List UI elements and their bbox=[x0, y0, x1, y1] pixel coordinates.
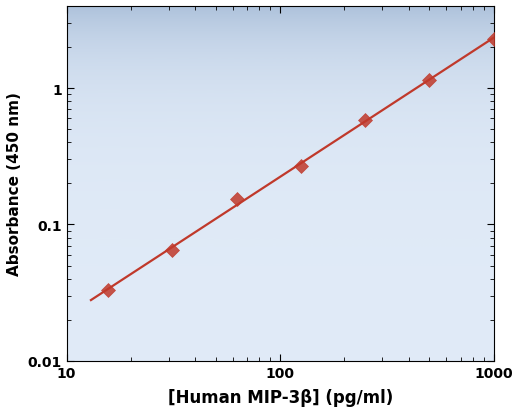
Y-axis label: Absorbance (450 nm): Absorbance (450 nm) bbox=[7, 92, 22, 275]
X-axis label: [Human MIP-3β] (pg/ml): [Human MIP-3β] (pg/ml) bbox=[167, 388, 393, 406]
